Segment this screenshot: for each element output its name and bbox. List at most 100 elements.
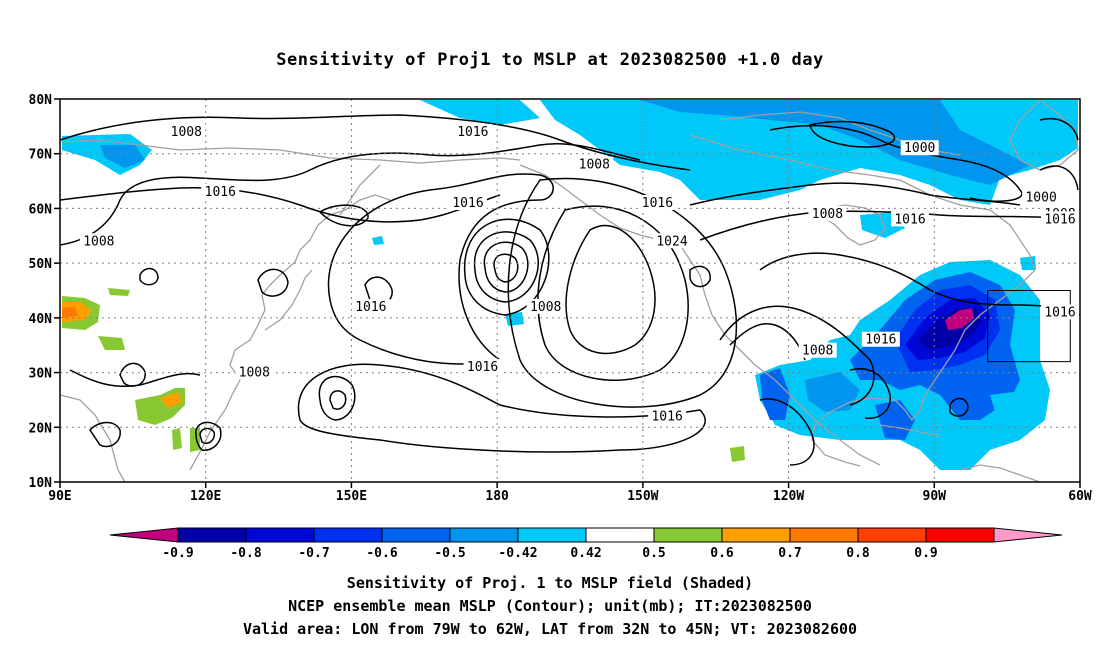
contour-label: 1016 bbox=[651, 409, 682, 424]
contour-label: 1016 bbox=[205, 185, 236, 200]
contour-label-bg bbox=[167, 123, 206, 139]
colorbar-label: -0.8 bbox=[230, 546, 261, 561]
gridlines bbox=[60, 99, 1080, 482]
contour-east-1008 bbox=[689, 182, 1021, 206]
shade-gulf-2 bbox=[805, 372, 860, 412]
mslp-contours bbox=[60, 114, 1080, 466]
contour-label-bg bbox=[449, 194, 487, 210]
contour-pac-1016 bbox=[327, 173, 554, 365]
contour-label: 1008 bbox=[239, 366, 270, 381]
contour-low-core1 bbox=[493, 253, 519, 283]
map-frame bbox=[59, 98, 1081, 483]
colorbar-label: -0.6 bbox=[366, 546, 397, 561]
contour-label: 1016 bbox=[1044, 212, 1075, 227]
shade-arctic-band-2 bbox=[640, 100, 1030, 185]
colorbar-label: -0.42 bbox=[498, 546, 537, 561]
contour-label-bg bbox=[79, 233, 118, 249]
contour-small-7 bbox=[689, 265, 711, 288]
contour-1008-west bbox=[60, 142, 641, 246]
contour-na-1016b bbox=[719, 305, 875, 406]
contour-wpac-3 bbox=[195, 421, 222, 451]
lat-tick-label: 30N bbox=[29, 367, 53, 382]
contour-east-1000 bbox=[769, 124, 1023, 203]
colorbar-label: 0.7 bbox=[778, 546, 801, 561]
contour-east-1000b bbox=[809, 120, 896, 148]
contour-label-bg bbox=[900, 140, 939, 156]
lon-tick-label: 90W bbox=[923, 489, 947, 504]
lat-tick-label: 20N bbox=[29, 421, 53, 436]
lat-tick-label: 40N bbox=[29, 312, 53, 327]
contour-label: 1016 bbox=[457, 125, 488, 140]
coast-cuba bbox=[879, 424, 941, 437]
contour-label: 1008 bbox=[802, 344, 833, 359]
shade-caribbean-2 bbox=[990, 390, 1045, 430]
contour-label: 1008 bbox=[171, 125, 202, 140]
contour-label: 1000 bbox=[904, 141, 935, 156]
lon-tick-label: 120W bbox=[773, 489, 804, 504]
coast-siberia bbox=[60, 139, 521, 164]
shade-dot-1 bbox=[372, 236, 384, 245]
colorbar-bin bbox=[449, 527, 519, 543]
shade-green-sea-3 bbox=[190, 428, 200, 452]
contour-na-1016 bbox=[759, 252, 1080, 316]
colorbar-bin bbox=[313, 527, 383, 543]
contour-label-bg bbox=[201, 184, 240, 200]
contour-label-bg bbox=[648, 408, 687, 424]
lon-tick-label: 90E bbox=[48, 489, 71, 504]
map-title: Sensitivity of Proj1 to MSLP at 20230825… bbox=[276, 50, 824, 70]
contour-label: 1024 bbox=[656, 234, 687, 249]
colorbar-label: 0.8 bbox=[846, 546, 870, 561]
contour-wpac-2 bbox=[199, 427, 216, 444]
contour-wpac-4 bbox=[329, 390, 347, 410]
colorbar-pos-extreme bbox=[993, 527, 1063, 543]
coast-na-west bbox=[679, 244, 881, 466]
colorbar-bin bbox=[653, 527, 723, 543]
colorbar-bin bbox=[925, 527, 995, 543]
contour-label-bg bbox=[653, 233, 691, 249]
lon-tick-label: 150E bbox=[336, 489, 367, 504]
contour-label-bg bbox=[861, 331, 900, 347]
caption-line-2: NCEP ensemble mean MSLP (Contour); unit(… bbox=[288, 597, 812, 615]
shade-green-pac bbox=[730, 446, 745, 462]
contour-small-6 bbox=[949, 397, 969, 417]
contour-label: 1016 bbox=[452, 196, 483, 211]
contour-label: 1008 bbox=[530, 300, 561, 315]
colorbar-label: -0.7 bbox=[298, 546, 329, 561]
contour-label: 1016 bbox=[467, 360, 498, 375]
lon-tick-label: 180 bbox=[485, 489, 509, 504]
shade-gulf-1 bbox=[760, 368, 790, 420]
contour-label-bg bbox=[463, 359, 502, 375]
shade-red-west bbox=[62, 307, 78, 318]
contour-label: 1008 bbox=[579, 158, 610, 173]
shade-eastcoast-core bbox=[945, 308, 974, 330]
contour-label-bg bbox=[638, 194, 677, 210]
contour-label-bg bbox=[808, 205, 847, 221]
contour-label: 1008 bbox=[812, 207, 843, 222]
contour-label: 1016 bbox=[865, 333, 896, 348]
contour-label-bg bbox=[1041, 211, 1079, 227]
contour-low-core2 bbox=[483, 241, 529, 293]
contour-label-bg bbox=[1041, 304, 1079, 320]
lat-tick-label: 50N bbox=[29, 257, 53, 272]
colorbar-label: 0.6 bbox=[710, 546, 734, 561]
colorbar-bin bbox=[721, 527, 791, 543]
shade-orange-sea bbox=[160, 392, 182, 408]
contour-small-5 bbox=[257, 268, 289, 297]
colorbar-label: 0.42 bbox=[570, 546, 601, 561]
colorbar-label: 0.9 bbox=[914, 546, 937, 561]
lat-tick-label: 70N bbox=[29, 148, 53, 163]
contour-label: 1008 bbox=[83, 234, 114, 249]
colorbar-label: -0.9 bbox=[162, 546, 193, 561]
contour-ridge-mid bbox=[537, 205, 689, 381]
contour-label: 1016 bbox=[1044, 305, 1075, 320]
shade-arctic-band-3 bbox=[420, 100, 540, 125]
lat-tick-label: 10N bbox=[29, 476, 53, 491]
colorbar: -0.9 -0.8 -0.7 -0.6 -0.5 -0.42 0.42 0.5 0.6 0.7 0.… bbox=[109, 527, 1063, 561]
contour-1008-lower bbox=[69, 369, 201, 388]
valid-area-box bbox=[987, 290, 1071, 363]
coast-china bbox=[189, 194, 391, 471]
lat-tick-label: 60N bbox=[29, 202, 53, 217]
shade-green-west-2 bbox=[98, 336, 125, 350]
